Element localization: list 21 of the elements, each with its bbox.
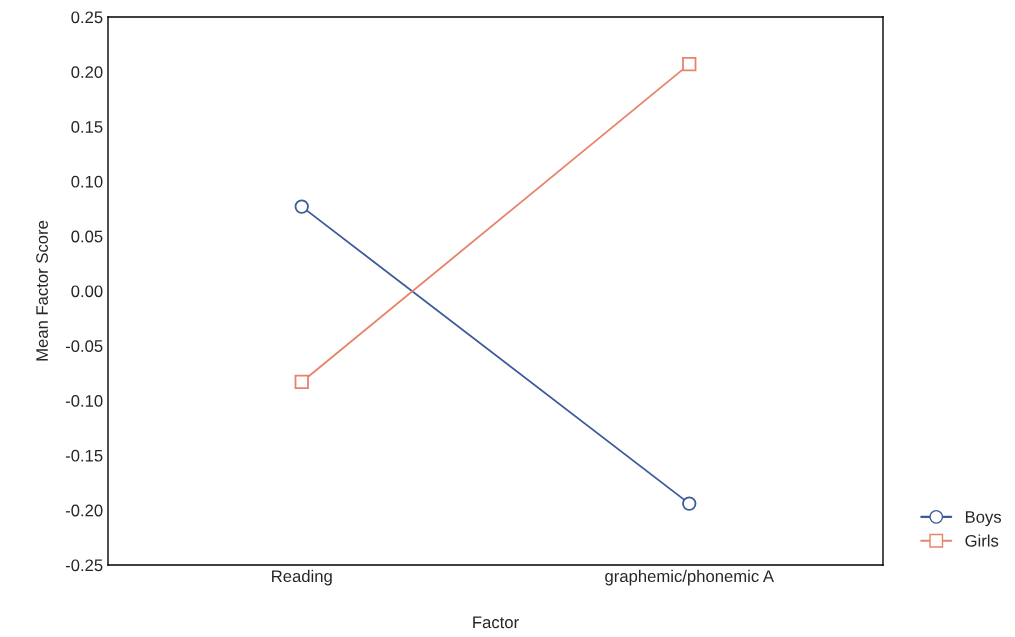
y-axis-title: Mean Factor Score xyxy=(36,220,48,361)
point xyxy=(682,496,697,511)
x-tick-label: Reading xyxy=(272,569,332,586)
y-tick-label: -0.10 xyxy=(65,395,103,407)
point xyxy=(294,199,309,214)
y-tick-label: 0.00 xyxy=(71,285,103,298)
y-tick-label: 0.15 xyxy=(71,121,103,133)
y-tick-label: -0.05 xyxy=(65,340,103,352)
y-tick-label: -0.15 xyxy=(65,449,103,462)
y-tick-label: 0.10 xyxy=(71,175,103,188)
point xyxy=(294,374,309,390)
y-tick-label: -0.20 xyxy=(65,504,103,517)
y-tick-label: 0.20 xyxy=(71,66,103,78)
point xyxy=(682,56,697,72)
legend-label: Boys xyxy=(965,511,1002,527)
y-tick-label: -0.25 xyxy=(65,559,103,572)
y-tick-label: 0.05 xyxy=(71,230,103,243)
x-axis-title: Factor xyxy=(473,616,519,629)
x-tick-label: graphemic/phonemic A xyxy=(605,569,774,586)
legend-label: Girls xyxy=(965,534,999,547)
y-tick-label: 0.25 xyxy=(71,11,103,24)
